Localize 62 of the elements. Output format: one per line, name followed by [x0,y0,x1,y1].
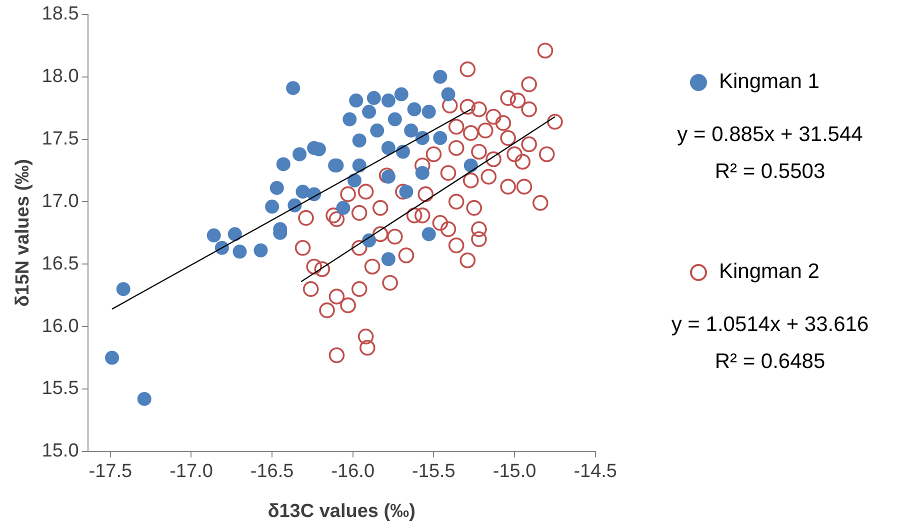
point [292,147,307,162]
point [342,112,357,126]
point [254,243,268,258]
point [404,124,418,138]
point [396,144,410,159]
point [352,134,366,148]
y-tick-label: 15.0 [42,440,79,462]
point [394,87,408,102]
point [381,94,396,108]
x-tick-label: -15.0 [492,461,536,482]
point [296,184,310,199]
x-tick-label: -14.5 [574,461,618,482]
legend-label: Kingman 2 [719,260,820,284]
point [464,158,478,172]
point [370,124,384,138]
point [433,131,448,146]
y-tick-label: 17.0 [42,190,79,212]
point [265,200,280,214]
point [422,104,436,119]
y-axis-title: δ15N values (‰) [12,159,34,307]
point [381,252,396,266]
x-tick-label: -17.0 [170,461,213,482]
text: y = 0.885x + 31.544 [676,122,864,148]
y-tick-label: 17.5 [42,128,79,150]
point [441,87,456,102]
point [232,244,247,259]
x-tick-label: -15.5 [412,461,456,482]
point [366,91,381,106]
text: R² = 0.5503 [714,159,826,185]
point [116,282,130,296]
point [347,173,362,188]
point [399,184,414,199]
point [381,140,396,155]
y-tick-label: 15.5 [42,378,79,400]
text: y = 1.0514x + 33.616 [670,312,870,338]
x-tick-label: -16.5 [250,461,294,482]
point [206,228,221,242]
point [415,166,430,180]
x-axis-title: δ13C values (‰) [268,500,416,522]
point [336,200,350,215]
point [362,104,376,119]
text: R² = 0.6485 [714,349,826,375]
point [433,70,448,84]
point [381,170,396,184]
point [286,81,300,96]
legend-label: Kingman 1 [719,70,820,94]
point [137,392,152,406]
point [422,227,436,242]
point [270,180,284,195]
y-tick-label: 18.0 [42,66,79,88]
x-tick-label: -17.5 [88,461,132,482]
point [276,157,290,172]
point [228,227,242,242]
y-tick-label: 18.5 [42,4,79,25]
y-tick-label: 16.0 [42,316,79,337]
point [407,102,422,116]
x-tick-label: -16.0 [331,461,375,482]
y-tick-label: 16.5 [42,253,79,274]
point [105,350,120,365]
point [352,158,366,172]
point [349,94,364,108]
point [388,112,402,126]
